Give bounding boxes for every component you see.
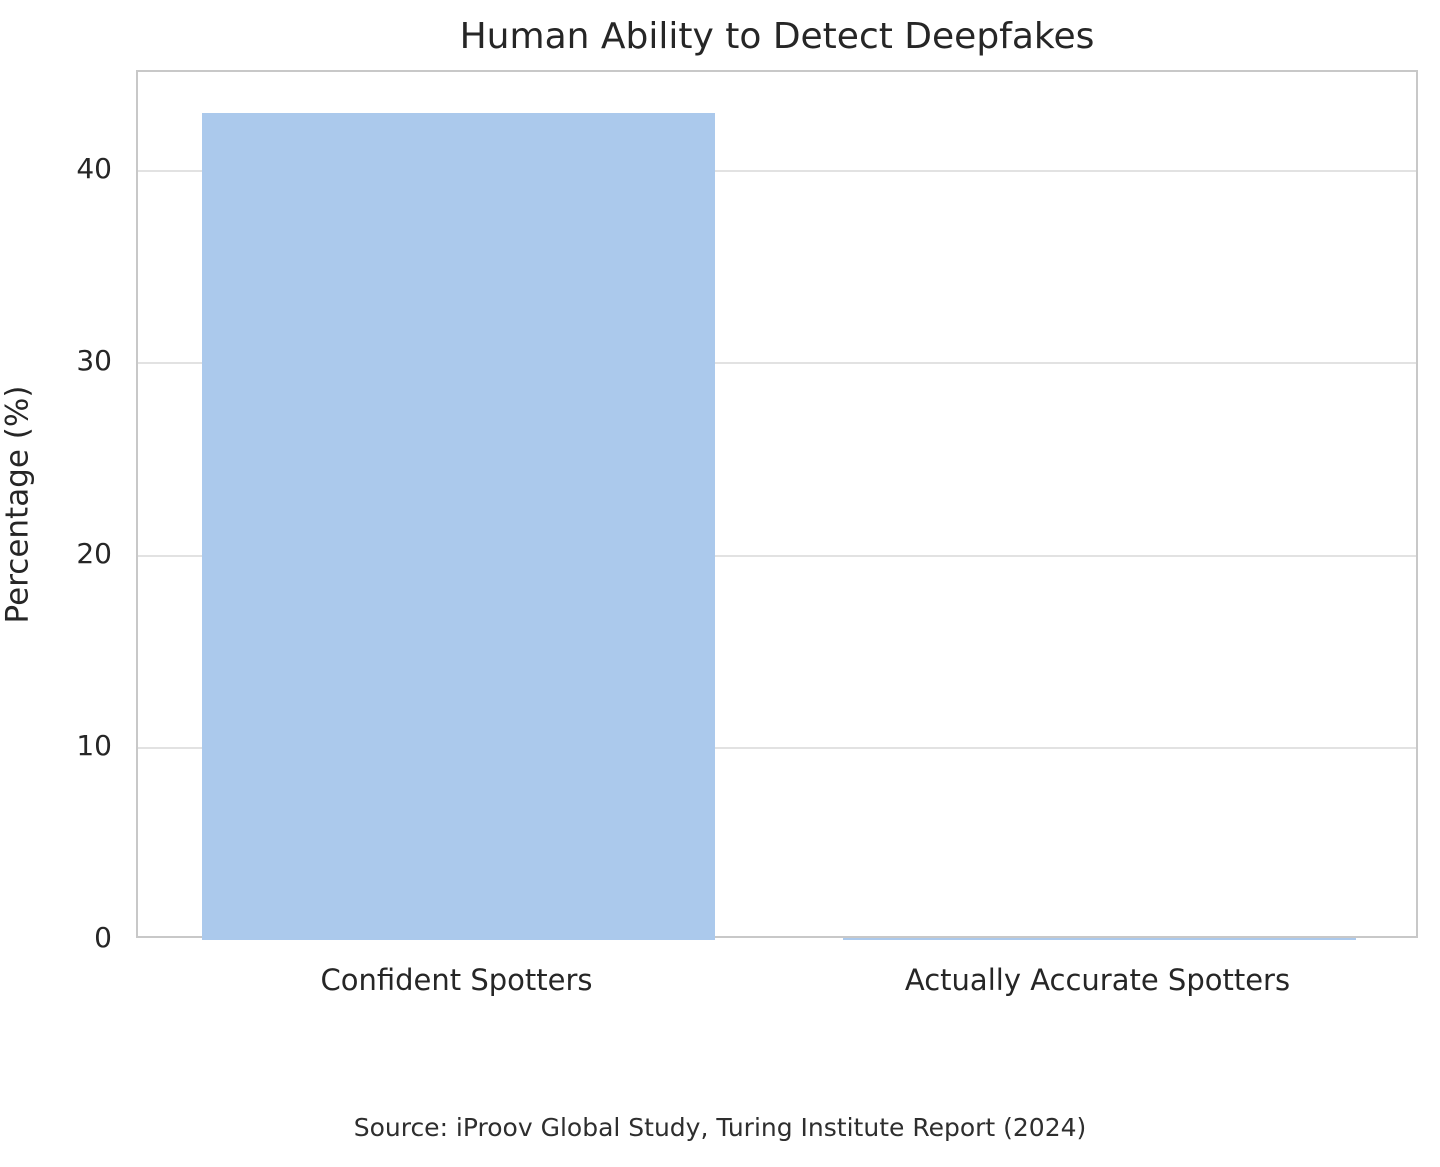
- plot-area: [136, 70, 1418, 940]
- y-tick-label-20: 20: [76, 536, 112, 570]
- gridline-y-20: [138, 554, 1416, 557]
- source-note: Source: iProov Global Study, Turing Inst…: [353, 1113, 1087, 1142]
- y-tick-label-10: 10: [76, 728, 112, 762]
- y-axis-label: Percentage (%): [0, 385, 36, 624]
- x-tick-label-1: Confident Spotters: [320, 963, 593, 997]
- y-tick-label-30: 30: [76, 344, 112, 378]
- x-tick-label-2: Actually Accurate Spotters: [904, 963, 1291, 997]
- bar-1: [202, 113, 715, 940]
- y-tick-label-0: 0: [94, 921, 112, 954]
- gridline-y-30: [138, 362, 1416, 365]
- gridline-y-10: [138, 746, 1416, 749]
- gridline-y-40: [138, 170, 1416, 172]
- y-tick-label-40: 40: [76, 152, 112, 185]
- bar-2: [843, 938, 1356, 940]
- chart-title: Human Ability to Detect Deepfakes: [459, 16, 1095, 57]
